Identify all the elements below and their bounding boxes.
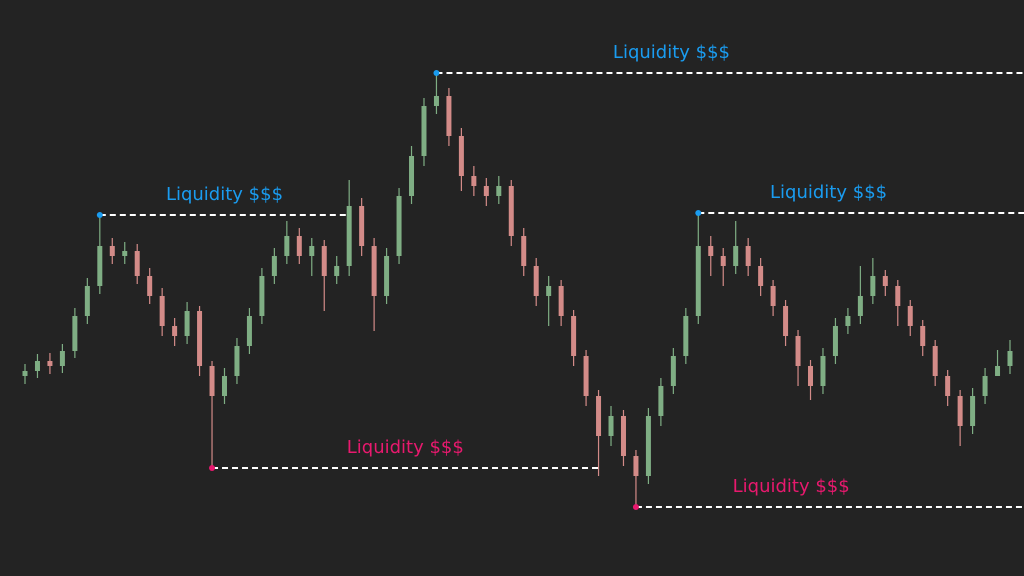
- candle-body: [59, 351, 65, 366]
- swing-point: [695, 210, 702, 216]
- candle-body: [620, 416, 626, 456]
- candle-body: [546, 286, 552, 296]
- candle-body: [271, 256, 277, 276]
- candle-body: [172, 326, 178, 336]
- candle-body: [633, 456, 639, 476]
- candle-body: [84, 286, 90, 316]
- candle-body: [870, 276, 876, 296]
- swing-point: [209, 465, 216, 471]
- candle-body: [658, 386, 664, 416]
- candle-body: [371, 246, 377, 296]
- candle-body: [558, 286, 564, 316]
- candle-body: [72, 316, 78, 351]
- candle-body: [309, 246, 315, 256]
- candle-body: [670, 356, 676, 386]
- candle-body: [409, 156, 415, 196]
- candle-body: [932, 346, 938, 376]
- candle-body: [147, 276, 153, 296]
- candle-body: [496, 186, 502, 196]
- candle-body: [396, 196, 402, 256]
- candle-body: [695, 246, 701, 316]
- candle-body: [184, 311, 190, 336]
- candle-body: [296, 236, 302, 256]
- candle-body: [508, 186, 514, 236]
- candle-body: [596, 396, 602, 436]
- candle-body: [346, 206, 352, 266]
- candle-body: [209, 366, 215, 396]
- candle-body: [221, 376, 227, 396]
- swing-point: [433, 70, 440, 76]
- candle-body: [122, 251, 128, 256]
- candle-body: [421, 106, 427, 156]
- swing-point: [632, 504, 639, 510]
- candle-body: [321, 246, 327, 276]
- candle-body: [583, 356, 589, 396]
- swing-point: [96, 212, 103, 218]
- candle-body: [471, 176, 477, 186]
- candle-body: [845, 316, 851, 326]
- candle-body: [284, 236, 290, 256]
- candle-body: [995, 366, 1001, 376]
- candle-body: [982, 376, 988, 396]
- candle-body: [708, 246, 714, 256]
- candle-body: [521, 236, 527, 266]
- liquidity-label: Liquidity $$$: [613, 42, 730, 63]
- candle-body: [808, 366, 814, 386]
- liquidity-label: Liquidity $$$: [347, 437, 464, 458]
- candle-body: [384, 256, 390, 296]
- candle-body: [608, 416, 614, 436]
- candle-body: [234, 346, 240, 376]
- candle-body: [483, 186, 489, 196]
- candle-body: [246, 316, 252, 346]
- candle-body: [820, 356, 826, 386]
- candle-body: [857, 296, 863, 316]
- candle-body: [359, 206, 365, 246]
- candle-body: [47, 361, 53, 366]
- candle-body: [783, 306, 789, 336]
- candle-body: [1007, 351, 1013, 366]
- candle-body: [458, 136, 464, 176]
- candle-body: [334, 266, 340, 276]
- candle-body: [571, 316, 577, 356]
- candle-body: [22, 371, 28, 376]
- candle-body: [97, 246, 103, 286]
- candle-body: [159, 296, 165, 326]
- candle-body: [733, 246, 739, 266]
- candle-body: [433, 96, 439, 106]
- candle-body: [197, 311, 203, 366]
- candle-body: [970, 396, 976, 426]
- liquidity-label: Liquidity $$$: [770, 182, 887, 203]
- candle-body: [945, 376, 951, 396]
- candle-body: [259, 276, 265, 316]
- candle-body: [895, 286, 901, 306]
- candle-body: [34, 361, 40, 371]
- liquidity-label: Liquidity $$$: [733, 476, 850, 497]
- liquidity-label: Liquidity $$$: [166, 184, 283, 205]
- candle-body: [745, 246, 751, 266]
- candle-body: [109, 246, 115, 256]
- candle-body: [920, 326, 926, 346]
- candle-body: [832, 326, 838, 356]
- candle-body: [770, 286, 776, 306]
- candle-body: [720, 256, 726, 266]
- candle-body: [134, 251, 140, 276]
- candle-body: [758, 266, 764, 286]
- candle-body: [882, 276, 888, 286]
- candle-body: [795, 336, 801, 366]
- candle-body: [957, 396, 963, 426]
- candle-body: [645, 416, 651, 476]
- candle-body: [683, 316, 689, 356]
- candle-body: [907, 306, 913, 326]
- candle-body: [446, 96, 452, 136]
- candle-body: [533, 266, 539, 296]
